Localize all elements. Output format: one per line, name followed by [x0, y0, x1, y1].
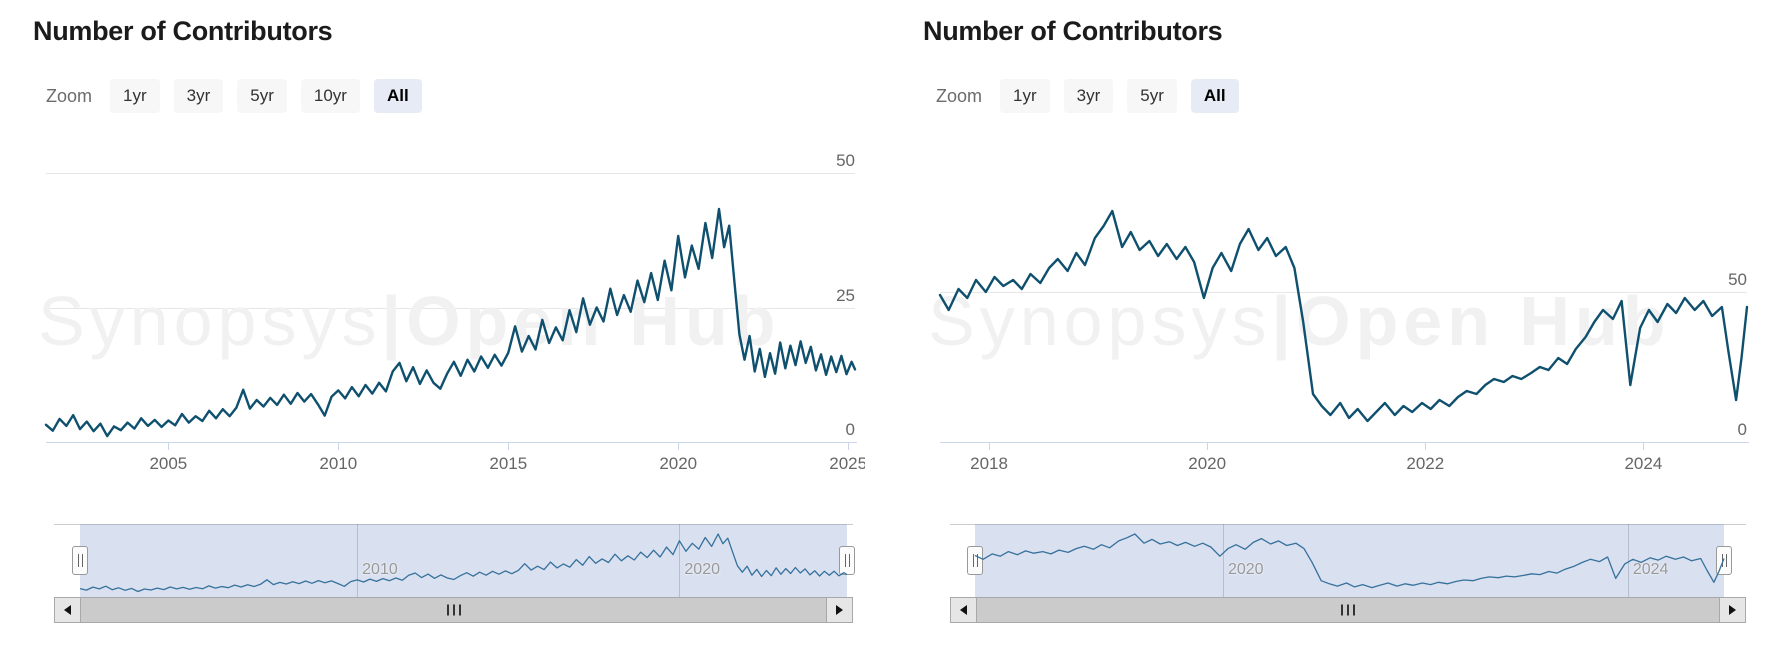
y-axis-label: 0 [845, 420, 855, 439]
navigator-gridline [1627, 524, 1629, 597]
navigator-handle-right[interactable] [839, 546, 855, 575]
range-button-5yr[interactable]: 5yr [1127, 79, 1177, 113]
y-axis-label: 0 [1737, 420, 1747, 439]
navigator-gridline [357, 524, 359, 597]
contributors-chart-left[interactable]: Number of Contributors Zoom 1yr 3yr 5yr 10yr… [30, 10, 865, 640]
range-button-1yr[interactable]: 1yr [1000, 79, 1050, 113]
x-axis-tick [848, 443, 850, 450]
range-button-1yr[interactable]: 1yr [110, 79, 160, 113]
right-triangle-icon [1729, 605, 1741, 615]
x-axis-label: 2024 [1624, 454, 1663, 473]
navigator-handle-left[interactable] [967, 546, 983, 575]
range-selector: Zoom 1yr 3yr 5yr All [936, 79, 1253, 113]
scrollbar[interactable] [950, 597, 1746, 623]
scrollbar-left-button[interactable] [951, 598, 977, 622]
left-triangle-icon [955, 605, 967, 615]
navigator-gridline [1222, 524, 1224, 597]
navigator-axis-label: 2020 [1227, 561, 1264, 578]
x-axis-label: 2020 [1188, 454, 1227, 473]
navigator-outline [54, 524, 853, 525]
x-axis-tick [989, 443, 991, 450]
zoom-label: Zoom [46, 85, 93, 106]
navigator-axis-label: 2020 [684, 561, 720, 578]
navigator-outline [950, 524, 1746, 525]
y-gridline [46, 173, 855, 174]
scrollbar-left-button[interactable] [55, 598, 81, 622]
left-triangle-icon [59, 605, 71, 615]
scrollbar-grip-icon [1341, 604, 1355, 616]
x-axis-tick [1643, 443, 1645, 450]
right-triangle-icon [836, 605, 848, 615]
x-axis-label: 2005 [149, 454, 188, 473]
x-axis-label: 2022 [1406, 454, 1445, 473]
navigator-axis-label: 2010 [362, 561, 398, 578]
range-button-5yr[interactable]: 5yr [237, 79, 287, 113]
x-axis-line [940, 442, 1749, 443]
navigator-handle-left[interactable] [72, 546, 88, 575]
contributors-chart-right[interactable]: Number of Contributors Zoom 1yr 3yr 5yr All … [920, 10, 1781, 640]
x-axis-label: 2020 [659, 454, 698, 473]
scrollbar[interactable] [54, 597, 853, 623]
watermark: Synopsys|Open Hub [38, 282, 781, 360]
watermark: Synopsys|Open Hub [928, 282, 1671, 360]
scrollbar-grip-icon [446, 604, 461, 616]
navigator-axis-label: 2024 [1632, 561, 1669, 578]
zoom-label: Zoom [936, 85, 983, 106]
x-axis-tick [168, 443, 170, 450]
x-axis-label: 2025 [829, 454, 865, 473]
navigator-mask[interactable] [975, 524, 1724, 597]
navigator-handle-right[interactable] [1716, 546, 1732, 575]
y-axis-label: 50 [836, 151, 855, 170]
x-axis-tick [508, 443, 510, 450]
x-axis-label: 2010 [319, 454, 358, 473]
x-axis-tick [1207, 443, 1209, 450]
range-selector: Zoom 1yr 3yr 5yr 10yr All [46, 79, 436, 113]
x-axis-tick [1425, 443, 1427, 450]
x-axis-label: 2015 [489, 454, 528, 473]
chart-title: Number of Contributors [33, 16, 333, 46]
range-button-3yr[interactable]: 3yr [173, 79, 224, 113]
range-button-all[interactable]: All [1190, 79, 1239, 113]
range-button-10yr[interactable]: 10yr [300, 79, 360, 113]
chart-title: Number of Contributors [923, 16, 1223, 46]
x-axis-tick [678, 443, 680, 450]
range-button-3yr[interactable]: 3yr [1063, 79, 1114, 113]
range-button-all[interactable]: All [373, 79, 422, 113]
navigator-gridline [679, 524, 681, 597]
x-axis-tick [338, 443, 340, 450]
scrollbar-right-button[interactable] [826, 598, 852, 622]
x-axis-label: 2018 [970, 454, 1008, 473]
x-axis-line [46, 442, 857, 443]
scrollbar-right-button[interactable] [1719, 598, 1745, 622]
navigator-mask[interactable] [80, 524, 847, 597]
